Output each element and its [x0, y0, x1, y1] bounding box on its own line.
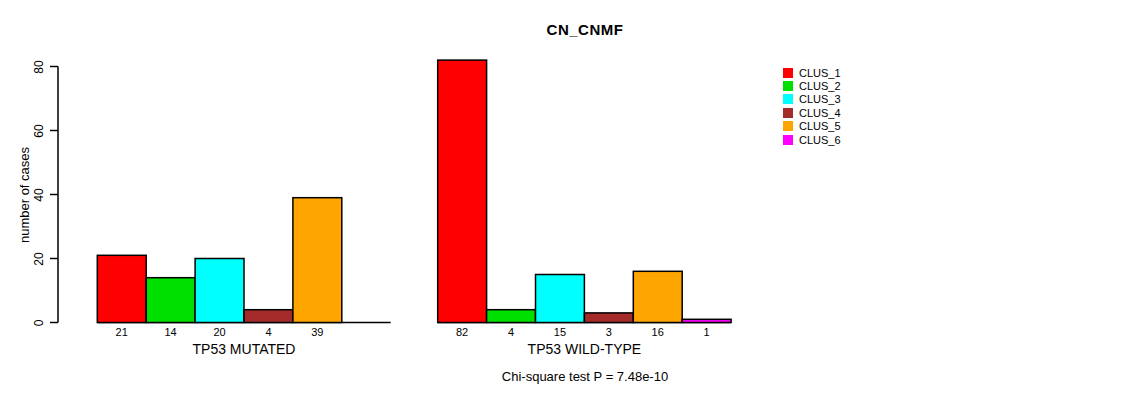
bar-value-label: 82	[438, 326, 487, 338]
legend-swatch-clus_6	[783, 135, 793, 145]
legend-label-clus_3: CLUS_3	[799, 94, 841, 105]
group-label: TP53 WILD-TYPE	[438, 341, 731, 357]
legend-label-clus_4: CLUS_4	[799, 108, 841, 119]
chi-square-note: Chi-square test P = 7.48e-10	[385, 369, 785, 384]
bar-value-label: 16	[633, 326, 682, 338]
bar-value-label: 39	[293, 326, 342, 338]
bar-tp53-wild-type-clus_1	[438, 60, 487, 322]
bar-value-label: 4	[487, 326, 536, 338]
legend-swatch-clus_4	[783, 108, 793, 118]
bar-tp53-wild-type-clus_3	[536, 275, 585, 323]
bar-tp53-mutated-clus_4	[244, 310, 293, 323]
bar-tp53-mutated-clus_3	[195, 259, 244, 323]
bar-value-label: 4	[244, 326, 293, 338]
bar-tp53-mutated-clus_5	[293, 198, 342, 323]
legend-swatch-clus_3	[783, 94, 793, 104]
bar-value-label: 3	[584, 326, 633, 338]
y-tick-60: 60	[32, 111, 46, 151]
chart-figure: CN_CNMF number of cases 020406080 211420…	[0, 0, 1140, 400]
legend-label-clus_1: CLUS_1	[799, 68, 841, 79]
legend-swatch-clus_1	[783, 68, 793, 78]
bar-tp53-wild-type-clus_6	[682, 319, 731, 322]
legend-swatch-clus_5	[783, 121, 793, 131]
bar-value-label: 1	[682, 326, 731, 338]
bar-value-label: 15	[536, 326, 585, 338]
legend-label-clus_6: CLUS_6	[799, 135, 841, 146]
y-tick-20: 20	[32, 239, 46, 279]
y-tick-0: 0	[32, 303, 46, 343]
legend-label-clus_2: CLUS_2	[799, 81, 841, 92]
bar-tp53-wild-type-clus_2	[487, 310, 536, 323]
bar-tp53-mutated-clus_2	[146, 278, 195, 323]
bar-value-label: 14	[146, 326, 195, 338]
plot-area	[0, 0, 1140, 400]
bar-tp53-mutated-clus_1	[97, 255, 146, 322]
y-axis-label: number of cases	[17, 115, 31, 275]
bar-value-label: 20	[195, 326, 244, 338]
bar-tp53-wild-type-clus_4	[584, 313, 633, 323]
legend-swatch-clus_2	[783, 81, 793, 91]
group-label: TP53 MUTATED	[97, 341, 390, 357]
legend-label-clus_5: CLUS_5	[799, 121, 841, 132]
bar-tp53-wild-type-clus_5	[633, 271, 682, 322]
y-tick-80: 80	[32, 47, 46, 87]
bar-value-label: 21	[97, 326, 146, 338]
chart-title: CN_CNMF	[385, 21, 785, 38]
y-tick-40: 40	[32, 175, 46, 215]
